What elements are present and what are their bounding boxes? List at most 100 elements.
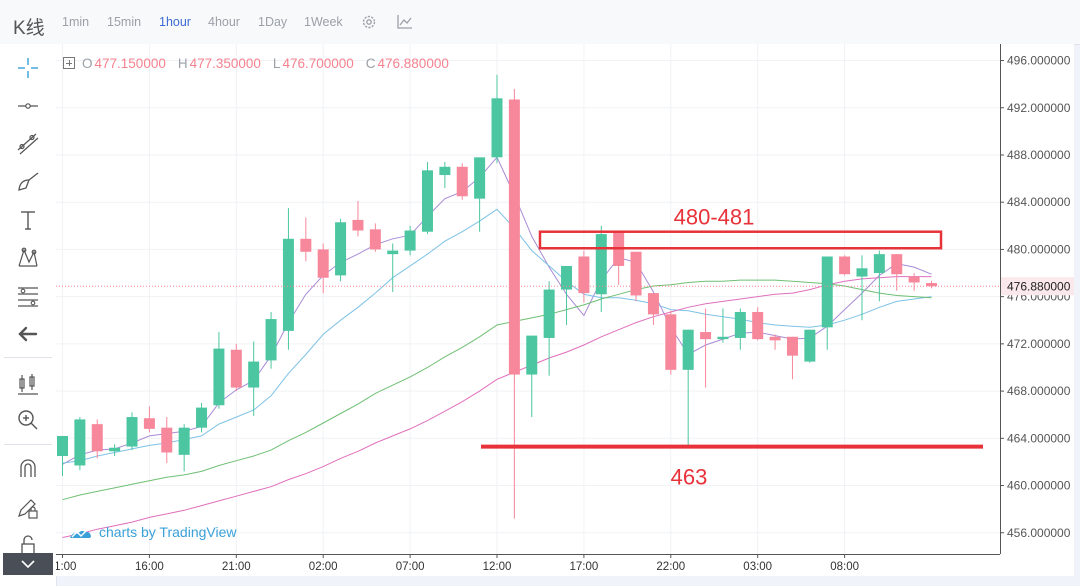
candle	[700, 332, 712, 340]
last-price-label: 476.880000	[1007, 279, 1071, 293]
candle	[474, 157, 486, 199]
text-icon[interactable]	[14, 206, 42, 234]
candle	[839, 256, 851, 275]
candle	[578, 256, 590, 294]
time-tick-label: 08:00	[830, 561, 859, 573]
brush-icon[interactable]	[14, 168, 42, 196]
candle	[248, 361, 260, 388]
price-tick-label: 484.000000	[1007, 195, 1071, 209]
timeframe-4hour[interactable]: 4hour	[208, 15, 240, 29]
magnet-icon[interactable]	[14, 455, 42, 483]
collapse-toolbar-button[interactable]	[3, 553, 53, 575]
candle	[213, 348, 225, 406]
expand-legend-icon[interactable]	[63, 57, 75, 69]
candle	[421, 170, 433, 232]
moving-average-line	[62, 279, 932, 501]
candle	[734, 311, 746, 338]
candle	[265, 319, 277, 361]
candle	[873, 254, 885, 274]
chart-header: K线 1min 15min 1hour 4hour 1Day 1Week	[0, 0, 1080, 45]
candle	[908, 276, 920, 283]
price-tick-label: 496.000000	[1007, 54, 1071, 68]
price-tick-label: 464.000000	[1007, 431, 1071, 445]
chart-area[interactable]: 456.000000 460.000000 464.000000 468.000000…	[56, 44, 1074, 576]
candle	[665, 314, 677, 370]
chevron-down-icon	[21, 560, 35, 569]
candle	[91, 424, 103, 452]
high-value: 477.350000	[189, 56, 261, 71]
candle	[891, 254, 903, 275]
candle	[404, 230, 416, 251]
timeframe-1day[interactable]: 1Day	[258, 15, 288, 29]
candle	[821, 256, 833, 328]
horizontal-line-icon[interactable]	[14, 92, 42, 120]
candles-icon[interactable]	[14, 370, 42, 398]
zoom-in-icon[interactable]	[14, 406, 42, 434]
candle	[752, 311, 764, 340]
candle	[543, 289, 555, 338]
candle	[595, 234, 607, 295]
candle	[282, 238, 294, 331]
candle	[508, 99, 520, 375]
crosshair-icon[interactable]	[14, 54, 42, 82]
time-tick-label: 17:00	[570, 561, 599, 573]
drawing-toolbar	[0, 44, 57, 586]
fib-tools-icon[interactable]	[14, 282, 42, 310]
last-price-tag	[1001, 277, 1074, 296]
pencil-lock-icon[interactable]	[14, 494, 42, 522]
candle	[717, 336, 729, 340]
candle	[300, 238, 312, 252]
time-tick-label: 22:00	[656, 561, 685, 573]
candle	[317, 249, 329, 278]
moving-average-line	[62, 208, 932, 464]
candle	[786, 336, 798, 356]
candle	[769, 336, 781, 341]
tradingview-logo-icon[interactable]	[70, 529, 91, 538]
chart-title: K线	[13, 18, 45, 39]
candle	[682, 329, 694, 370]
candle	[109, 447, 121, 452]
time-tick-label: 11:00	[56, 561, 76, 573]
candle	[439, 166, 451, 176]
time-tick-label: 07:00	[396, 561, 425, 573]
low-value: 476.700000	[282, 56, 354, 71]
time-tick-label: 02:00	[309, 561, 338, 573]
back-arrow-icon[interactable]	[14, 320, 42, 348]
timeframe-1hour[interactable]: 1hour	[159, 15, 191, 29]
price-chart[interactable]: 456.000000 460.000000 464.000000 468.000000…	[56, 44, 1074, 576]
timeframe-1min[interactable]: 1min	[62, 15, 90, 29]
chart-line-icon[interactable]	[396, 13, 414, 31]
toolbar-divider	[4, 357, 52, 358]
time-tick-label: 03:00	[743, 561, 772, 573]
candle	[335, 222, 347, 276]
candle	[74, 419, 86, 466]
resistance-label: 480-481	[674, 205, 755, 230]
price-tick-label: 492.000000	[1007, 101, 1071, 115]
timeframe-15min[interactable]: 15min	[107, 15, 142, 29]
candle	[804, 329, 816, 362]
close-value: 476.880000	[377, 56, 449, 71]
candle	[856, 268, 868, 277]
candle	[491, 98, 503, 158]
candle	[526, 335, 538, 375]
candle	[143, 418, 155, 429]
candle	[387, 250, 399, 255]
candle	[647, 293, 659, 315]
candle	[126, 417, 138, 447]
trend-lines-icon[interactable]	[14, 130, 42, 158]
price-tick-label: 472.000000	[1007, 337, 1071, 351]
support-label: 463	[671, 465, 708, 490]
pattern-icon[interactable]	[14, 244, 42, 272]
candle	[57, 435, 68, 457]
resistance-zone	[538, 230, 943, 250]
price-tick-label: 460.000000	[1007, 479, 1071, 493]
candle	[926, 283, 937, 287]
gear-icon[interactable]	[360, 13, 378, 31]
candle	[456, 166, 468, 197]
candle	[352, 219, 364, 231]
price-tick-label: 480.000000	[1007, 242, 1071, 256]
timeframe-1week[interactable]: 1Week	[304, 15, 343, 29]
price-tick-label: 456.000000	[1007, 526, 1071, 540]
time-tick-label: 16:00	[135, 561, 164, 573]
candle	[230, 349, 242, 388]
